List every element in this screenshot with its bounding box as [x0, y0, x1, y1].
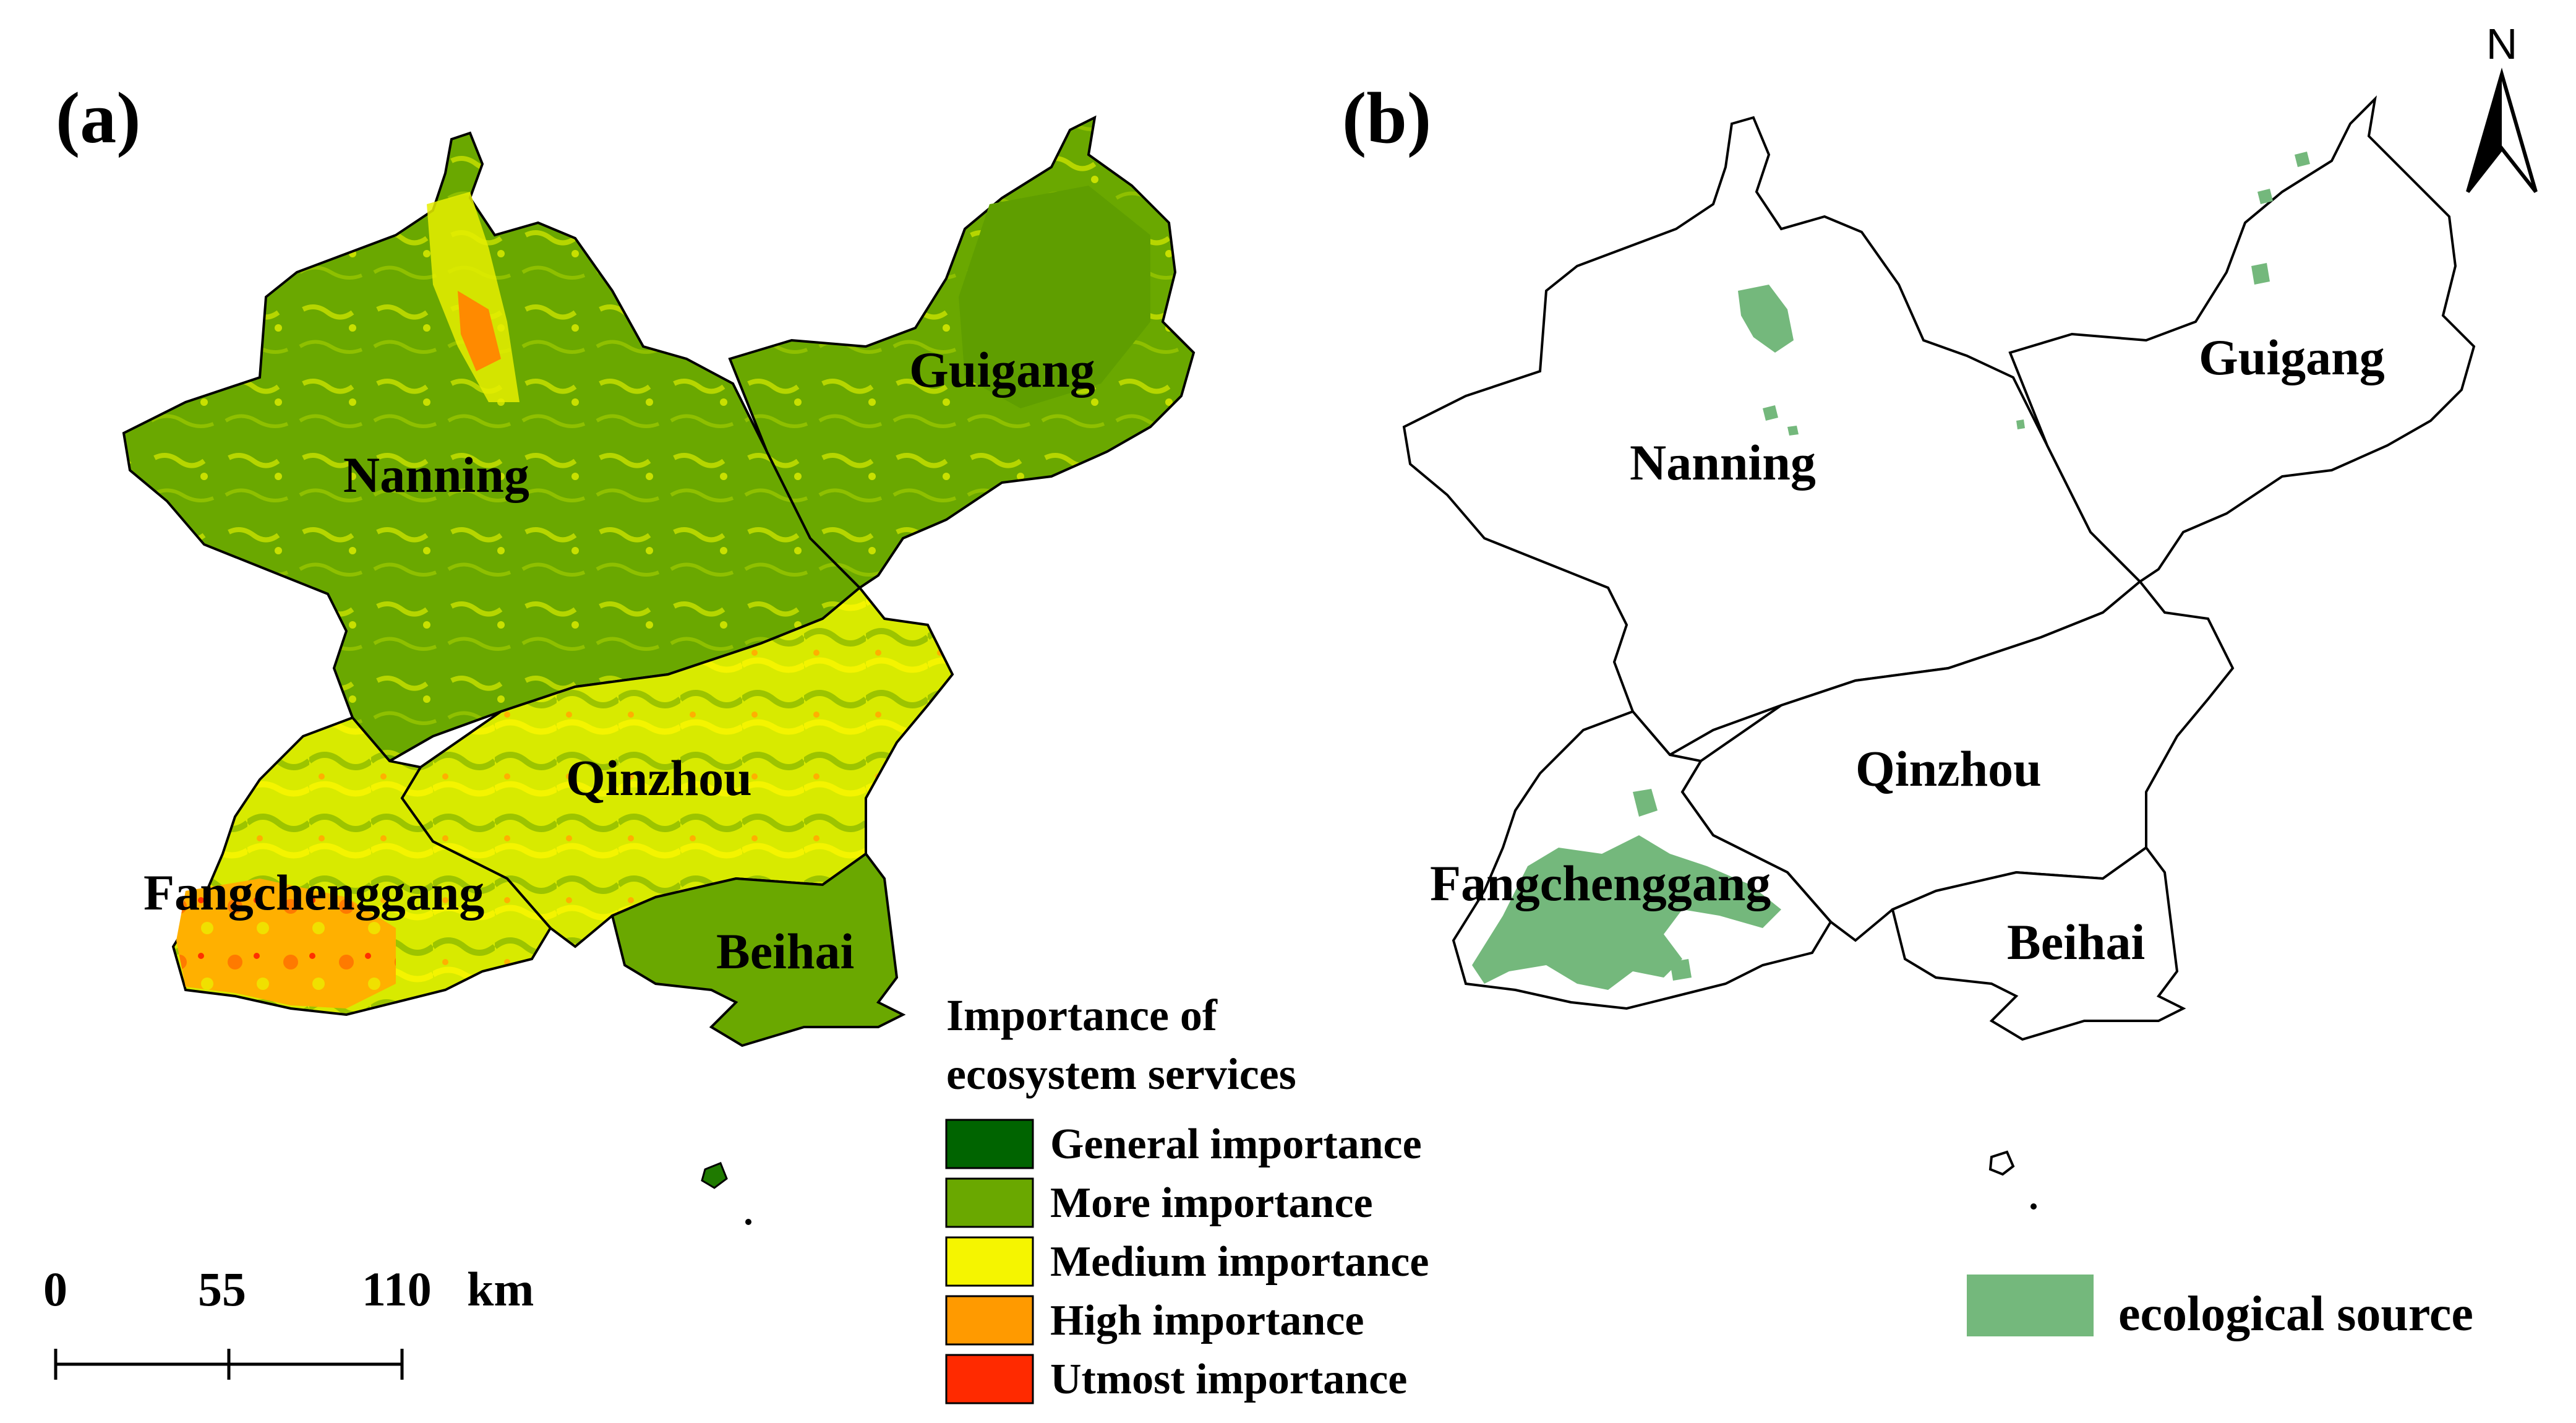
eco-patch-fangchenggang-main: [1472, 835, 1781, 990]
legend-swatch-high-importance: [945, 1295, 1034, 1346]
eco-patch-guigang-1: [2295, 152, 2310, 167]
legend-swatch-more-importance: [945, 1177, 1034, 1228]
scale-tick-0: 0: [43, 1262, 67, 1316]
city-label-beihai-a: Beihai: [716, 923, 854, 979]
legend-label-utmost-importance: Utmost importance: [1050, 1356, 1407, 1403]
city-label-fangchenggang-a: Fangchenggang: [143, 864, 484, 921]
city-label-beihai-b: Beihai: [2007, 914, 2145, 970]
city-label-guigang-a: Guigang: [909, 342, 1095, 398]
legend-swatch-medium-importance: [945, 1236, 1034, 1287]
legend-label-more-importance: More importance: [1050, 1179, 1373, 1227]
city-label-nanning-a: Nanning: [343, 447, 529, 503]
panel-b-label: (b): [1342, 77, 1431, 158]
region-nanning-a: [122, 131, 862, 763]
legend-title-line2: ecosystem services: [946, 1049, 1296, 1099]
city-label-guigang-b: Guigang: [2199, 329, 2385, 385]
eco-patch-nanning-east: [2016, 419, 2025, 429]
scale-unit: km: [467, 1262, 534, 1316]
region-nanning-b: [1402, 116, 2142, 757]
legend-label-ecological-source: ecological source: [2118, 1287, 2473, 1341]
city-label-qinzhou-a: Qinzhou: [566, 750, 752, 806]
city-label-qinzhou-b: Qinzhou: [1855, 741, 2042, 797]
island-weizhou-a: [701, 1162, 728, 1189]
region-guigang-b: [2008, 95, 2476, 583]
city-label-fangchenggang-b: Fangchenggang: [1430, 855, 1771, 911]
eco-patch-guigang-2: [2257, 189, 2273, 204]
island-xieyang-a: [745, 1219, 751, 1225]
eco-patch-nanning-small2: [1787, 426, 1799, 436]
region-nanning-orange-spot: [458, 291, 501, 371]
scale-tick-55: 55: [198, 1262, 246, 1316]
city-label-nanning-b: Nanning: [1630, 434, 1816, 491]
legend-swatch-general-importance: [945, 1119, 1034, 1169]
panel-a-label: (a): [56, 77, 141, 158]
legend-title-line1: Importance of: [946, 991, 1218, 1040]
eco-patch-fangchenggang-south: [1670, 959, 1692, 981]
north-arrow: N: [2466, 20, 2538, 193]
scale-bar: 0 55 110 km: [43, 1262, 534, 1380]
eco-patch-guigang-3: [2251, 263, 2270, 285]
region-beihai-b: [1891, 846, 2186, 1041]
region-guigang-dark-core: [959, 186, 1150, 408]
panel-a-importance-map: (a) Nanning Guigang Qinzhou Fangchenggan…: [43, 77, 1429, 1404]
legend-label-high-importance: High importance: [1050, 1297, 1364, 1344]
region-beihai-a: [610, 852, 906, 1047]
legend-swatch-utmost-importance: [945, 1354, 1034, 1404]
ecological-source-patches: [1472, 152, 2310, 990]
legend-importance: Importance of ecosystem services General…: [945, 991, 1429, 1404]
eco-patch-fangchenggang-north: [1633, 789, 1658, 817]
north-arrow-left-half: [2468, 74, 2502, 192]
legend-label-general-importance: General importance: [1050, 1120, 1422, 1168]
island-xieyang-b: [2030, 1203, 2037, 1210]
scale-tick-110: 110: [362, 1262, 432, 1316]
north-arrow-label: N: [2486, 20, 2518, 68]
eco-patch-nanning-main: [1738, 285, 1794, 353]
panel-b-ecological-source-map: (b) Nanning Guigang Qinzhou: [1342, 20, 2538, 1341]
legend-label-medium-importance: Medium importance: [1050, 1238, 1429, 1286]
region-fangchenggang-orange: [176, 879, 396, 1008]
eco-patch-nanning-small1: [1763, 405, 1778, 421]
legend-swatch-ecological-source: [1967, 1275, 2094, 1336]
island-weizhou-b: [1988, 1150, 2015, 1176]
legend-ecological-source: ecological source: [1967, 1275, 2473, 1341]
